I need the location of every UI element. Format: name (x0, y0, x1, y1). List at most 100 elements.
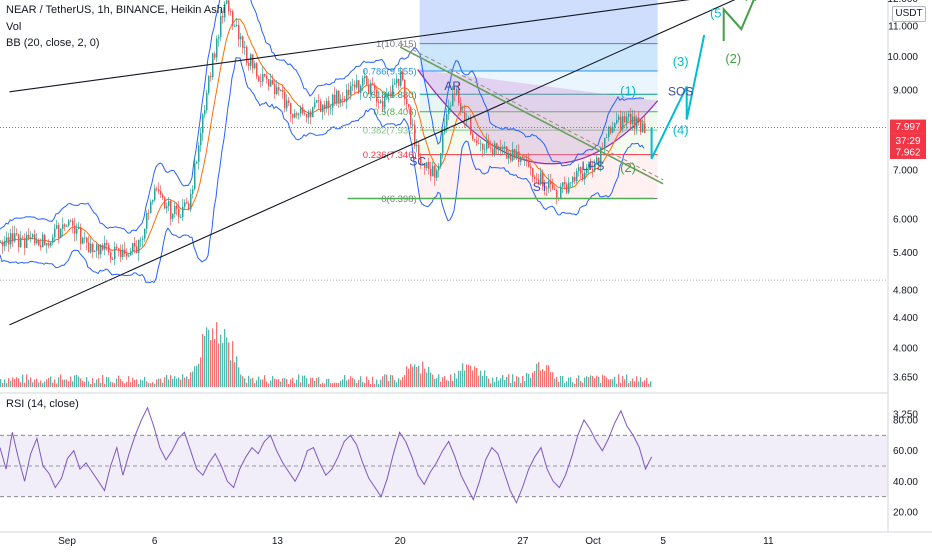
candle-body (566, 184, 568, 193)
candle-body (208, 76, 210, 93)
legend-vol[interactable]: Vol (6, 21, 22, 33)
candle-body (280, 90, 282, 91)
volume-bar (170, 375, 172, 387)
candle-body (62, 224, 64, 229)
volume-bar (234, 362, 236, 387)
candle-body (140, 239, 142, 241)
candle-body (452, 93, 454, 106)
volume-bar (364, 382, 366, 387)
volume-bar (250, 378, 252, 387)
candle-body (204, 110, 206, 115)
candle-body (418, 145, 420, 158)
candle-body (250, 54, 252, 66)
volume-bar (416, 366, 418, 387)
wyckoff-label: AR (444, 79, 461, 93)
volume-bar (430, 372, 432, 387)
candle-body (20, 237, 22, 248)
candle-body (290, 102, 292, 114)
volume-bar (270, 380, 272, 387)
volume-bar (370, 383, 372, 387)
volume-bar (412, 366, 414, 387)
candle-body (304, 113, 306, 115)
volume-bar (474, 366, 476, 387)
volume-bar (6, 383, 8, 387)
candle-body (406, 98, 408, 104)
drawn-trendlines[interactable] (0, 0, 888, 326)
volume-bar (448, 380, 450, 387)
candle-body (358, 80, 360, 93)
volume-bar (428, 366, 430, 387)
time-tick-label: 20 (395, 536, 407, 547)
candle-body (560, 186, 562, 199)
legend-bb[interactable]: BB (20, close, 2, 0) (6, 37, 100, 49)
candle-body (52, 237, 54, 243)
candle-body (580, 167, 582, 174)
candle-body (178, 208, 180, 218)
volume-bar (296, 379, 298, 387)
candle-body (332, 94, 334, 108)
volume-bar (258, 376, 260, 387)
time-tick-label: Sep (58, 536, 76, 547)
volume-bar (192, 371, 194, 387)
volume-bar (138, 383, 140, 387)
rising-channel-line (9, 0, 691, 93)
volume-bar (526, 372, 528, 387)
candle-body (84, 237, 86, 239)
volume-bar (400, 380, 402, 387)
volume-bar (32, 382, 34, 387)
price-badge-bg (890, 144, 926, 159)
volume-bar (634, 381, 636, 387)
candle-body (282, 90, 284, 93)
candle-body (460, 102, 462, 113)
currency-button[interactable]: USDT (892, 6, 926, 22)
candle-body (400, 72, 402, 86)
volume-bar (164, 377, 166, 387)
candle-body (122, 249, 124, 258)
volume-bar (610, 379, 612, 387)
volume-bar (122, 381, 124, 387)
candle-body (278, 87, 280, 91)
candle-body (516, 151, 518, 159)
volume-bar (186, 376, 188, 387)
waves_cyan-label: (3) (673, 54, 689, 69)
volume-bar (130, 382, 132, 387)
candle-body (346, 89, 348, 102)
volume-bar (398, 378, 400, 387)
legend-symbol[interactable]: NEAR / TetherUS, 1h, BINANCE, Heikin Ash… (6, 4, 226, 16)
candle-body (542, 172, 544, 187)
volume-bar (60, 374, 62, 387)
volume-bar (438, 374, 440, 387)
volume-bar (334, 382, 336, 387)
volume-bar (262, 379, 264, 387)
time-tick-label: 5 (660, 536, 666, 547)
candle-body (454, 93, 456, 95)
candle-body (314, 102, 316, 108)
volume-bar (194, 366, 196, 387)
price-badge-text: 7.997 (895, 122, 920, 133)
legend-rsi[interactable]: RSI (14, close) (6, 398, 79, 410)
candle-body (420, 157, 422, 165)
rounding-bottom-arc[interactable] (417, 69, 659, 165)
candle-body (482, 143, 484, 150)
candle-body (632, 116, 634, 124)
volume-bar (476, 368, 478, 387)
volume-bar (212, 328, 214, 387)
volume-bar (636, 376, 638, 387)
candle-body (372, 83, 374, 85)
wyckoff-label: SOS (668, 84, 693, 98)
candle-body (550, 181, 552, 185)
candle-body (464, 112, 466, 121)
volume-bar (126, 381, 128, 387)
volume-bar (150, 383, 152, 387)
price-tick-label: 4.400 (893, 313, 918, 324)
candle-body (394, 83, 396, 85)
candle-body (144, 228, 146, 239)
volume-bar (620, 382, 622, 387)
candle-body (202, 114, 204, 134)
fib-extension-zone (419, 0, 658, 44)
fib-level-label: 0.236(7.346) (363, 150, 417, 161)
volume-bar (84, 381, 86, 387)
candle-body (518, 151, 520, 162)
volume-bar (154, 383, 156, 387)
candle-body (382, 100, 384, 108)
